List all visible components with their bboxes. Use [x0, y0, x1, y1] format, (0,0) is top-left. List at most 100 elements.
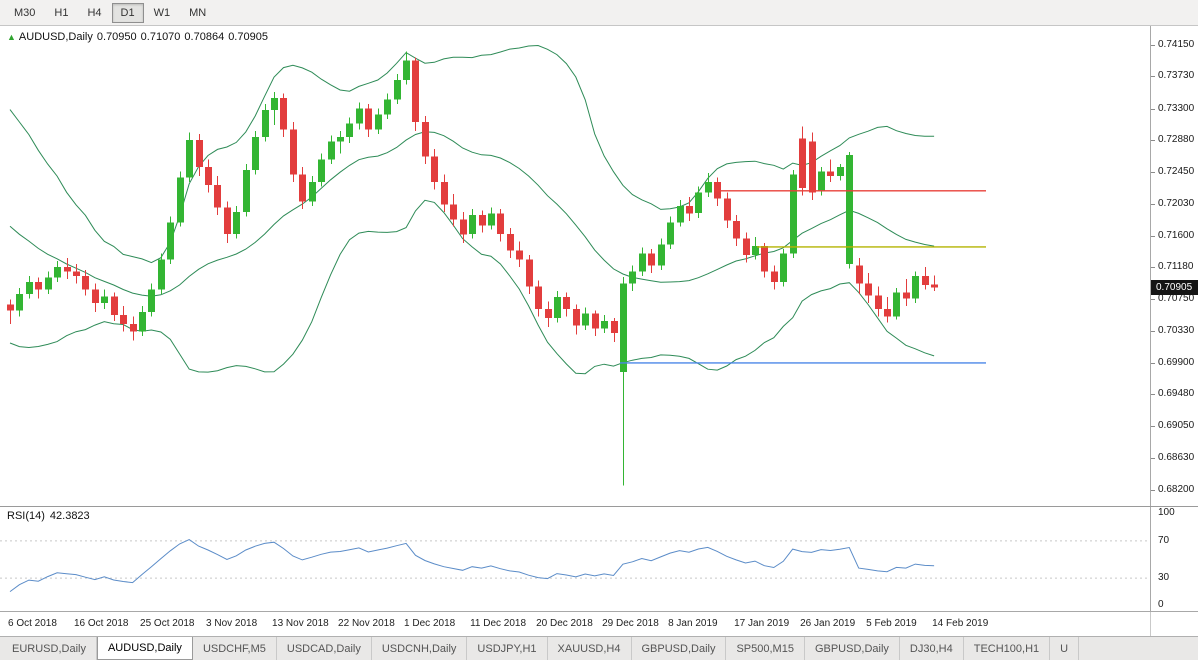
- chart-symbol-label: AUDUSD,Daily: [18, 31, 93, 43]
- tab-xauusd-h4[interactable]: XAUUSD,H4: [548, 637, 632, 660]
- candle-body: [422, 122, 429, 157]
- candle-body: [139, 312, 146, 332]
- quote-close: 0.70905: [228, 31, 268, 43]
- price-axis-tick: [1151, 203, 1155, 205]
- price-axis-label: 0.73300: [1158, 102, 1195, 114]
- date-axis-label: 25 Oct 2018: [140, 618, 195, 629]
- candle-body: [479, 214, 486, 226]
- chart-tab-bar: EURUSD,Daily AUDUSD,Daily USDCHF,M5 USDC…: [0, 636, 1198, 660]
- candle-body: [403, 60, 410, 81]
- quote-open: 0.70950: [96, 31, 137, 43]
- price-axis-label: 0.69050: [1158, 420, 1195, 432]
- rsi-panel[interactable]: RSI(14) 42.3823 100 70 30 0: [0, 507, 1198, 611]
- timeframe-button-mn[interactable]: MN: [180, 3, 215, 23]
- candle-body: [45, 277, 52, 290]
- tab-usdcad-daily[interactable]: USDCAD,Daily: [277, 637, 372, 660]
- price-axis-tick: [1151, 490, 1155, 491]
- candle-body: [299, 174, 306, 202]
- candle-body: [441, 181, 448, 205]
- candle-body: [375, 114, 382, 130]
- timeframe-button-h1[interactable]: H1: [45, 3, 77, 23]
- tab-sp500-m15[interactable]: SP500,M15: [726, 637, 805, 660]
- candle-body: [846, 154, 853, 265]
- timeframe-button-m30[interactable]: M30: [5, 3, 44, 23]
- candle-body: [724, 198, 731, 221]
- current-price-badge: 0.70905: [1151, 280, 1198, 295]
- candle-body: [290, 129, 297, 175]
- price-axis-tick: [1151, 267, 1155, 269]
- candle-body: [667, 222, 674, 245]
- price-axis-label: 0.69900: [1158, 356, 1195, 368]
- tab-audusd-daily[interactable]: AUDUSD,Daily: [96, 637, 193, 660]
- candle-body: [82, 276, 89, 290]
- price-axis[interactable]: 0.74150 0.73730 0.73300 0.72880 0.72450 0.720…: [1150, 26, 1198, 506]
- tab-usdchf-m5[interactable]: USDCHF,M5: [193, 637, 277, 660]
- date-axis-label: 20 Dec 2018: [536, 618, 593, 629]
- price-axis-label: 0.72030: [1158, 197, 1195, 209]
- date-axis-label: 8 Jan 2019: [668, 618, 718, 629]
- tab-gbpusd-daily-2[interactable]: GBPUSD,Daily: [805, 637, 900, 660]
- candles-layer: [7, 51, 938, 486]
- candle-body: [26, 282, 33, 295]
- tab-usdjpy-h1[interactable]: USDJPY,H1: [467, 637, 548, 660]
- candle-body: [563, 297, 570, 309]
- date-axis-label: 11 Dec 2018: [470, 618, 527, 629]
- tab-gbpusd-daily[interactable]: GBPUSD,Daily: [632, 637, 727, 660]
- candle-body: [384, 99, 391, 115]
- tab-tech100-h1[interactable]: TECH100,H1: [964, 637, 1051, 660]
- candle-body: [686, 205, 693, 214]
- bollinger-lower-band: [9, 199, 935, 375]
- date-axis-label: 5 Feb 2019: [866, 618, 917, 629]
- candle-body: [356, 108, 363, 124]
- candle-body: [120, 315, 127, 324]
- candle-body: [648, 253, 655, 266]
- price-axis-tick: [1151, 235, 1155, 237]
- tab-eurusd-daily[interactable]: EURUSD,Daily: [2, 637, 97, 660]
- candle-body: [497, 213, 504, 235]
- candle-body: [790, 174, 797, 254]
- candle-body: [893, 292, 900, 317]
- date-axis-label: 17 Jan 2019: [734, 618, 790, 629]
- timeframe-button-d1[interactable]: D1: [111, 2, 144, 23]
- candle-body: [912, 276, 919, 299]
- candle-body: [346, 123, 353, 137]
- panel-divider[interactable]: [0, 506, 1198, 507]
- candle-body: [92, 289, 99, 304]
- candle-body: [158, 259, 165, 290]
- candle-body: [469, 214, 476, 235]
- tab-dj30-h4[interactable]: DJ30,H4: [900, 637, 964, 660]
- bollinger-upper-band: [9, 44, 935, 264]
- candle-body: [573, 309, 580, 326]
- candle-body: [827, 171, 834, 176]
- candle-body: [611, 321, 618, 333]
- tab-partial[interactable]: U: [1050, 637, 1080, 660]
- candle-body: [837, 166, 844, 176]
- candle-body: [205, 166, 212, 185]
- bollinger-middle-band: [9, 131, 935, 297]
- price-chart-panel[interactable]: ▲ AUDUSD,Daily 0.70950 0.71070 0.70864 0.7090…: [0, 26, 1198, 506]
- candle-body: [337, 137, 344, 142]
- candle-body: [818, 171, 825, 191]
- date-axis-label: 26 Jan 2019: [800, 618, 856, 629]
- timeframe-button-h4[interactable]: H4: [78, 3, 110, 23]
- candle-body: [64, 267, 71, 272]
- candle-body: [554, 297, 561, 318]
- rsi-axis-label: 70: [1158, 534, 1170, 546]
- date-axis-label: 14 Feb 2019: [932, 618, 989, 629]
- candle-body: [177, 177, 184, 223]
- candle-body: [780, 253, 787, 283]
- candle-body: [186, 140, 193, 178]
- price-axis-tick: [1151, 76, 1155, 78]
- price-axis-tick: [1151, 45, 1155, 46]
- price-axis-label: 0.69480: [1158, 388, 1195, 400]
- candlestick-chart-surface[interactable]: [0, 26, 1150, 506]
- candle-body: [394, 80, 401, 100]
- date-axis-label: 3 Nov 2018: [206, 618, 258, 629]
- timeframe-button-w1[interactable]: W1: [145, 3, 180, 23]
- price-axis-label: 0.68200: [1158, 484, 1195, 495]
- tab-usdcnh-daily[interactable]: USDCNH,Daily: [372, 637, 468, 660]
- candle-body: [761, 246, 768, 272]
- time-axis[interactable]: 6 Oct 2018 16 Oct 2018 25 Oct 2018 3 Nov 20…: [0, 611, 1198, 636]
- price-axis-tick: [1151, 362, 1155, 364]
